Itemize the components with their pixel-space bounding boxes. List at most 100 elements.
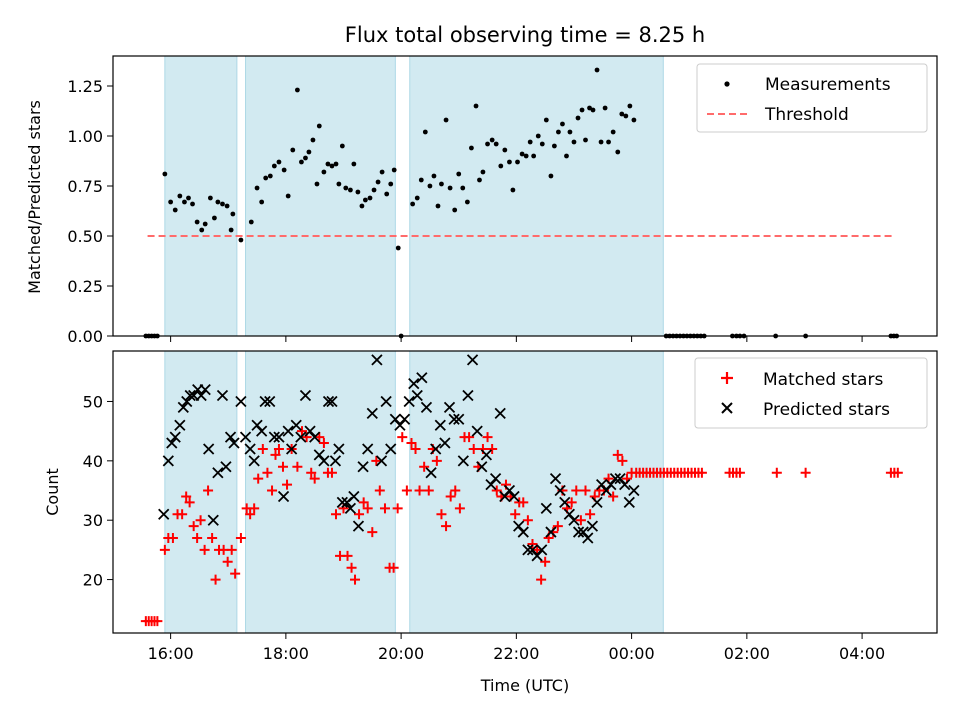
predicted-star-point xyxy=(357,461,369,473)
legend-marker-predicted xyxy=(721,402,733,414)
predicted-star-point xyxy=(348,490,360,503)
matched-star-point xyxy=(188,521,199,532)
measurement-point xyxy=(325,161,331,167)
measurement-point xyxy=(285,193,291,199)
matched-star-point xyxy=(177,509,188,520)
measurement-point xyxy=(228,227,234,233)
bottom-legend-box xyxy=(694,357,928,429)
predicted-star-point xyxy=(526,544,539,556)
measurement-point xyxy=(422,129,428,135)
predicted-star-point xyxy=(329,455,342,467)
predicted-star-point xyxy=(177,401,189,414)
predicted-star-point xyxy=(508,490,520,503)
measurement-point xyxy=(348,187,353,193)
matched-star-point xyxy=(253,473,264,484)
measurement-point xyxy=(583,137,588,143)
measurement-point xyxy=(271,163,277,169)
predicted-star-point xyxy=(480,449,493,461)
measurement-point xyxy=(527,139,533,145)
predicted-star-point xyxy=(591,496,603,509)
measurement-point xyxy=(190,201,195,207)
predicted-star-point xyxy=(318,455,330,467)
measurement-point xyxy=(590,107,596,113)
predicted-star-point xyxy=(513,520,525,532)
predicted-star-point xyxy=(244,443,256,455)
matched-star-point xyxy=(152,616,163,627)
measurement-point xyxy=(556,129,561,135)
measurement-point xyxy=(276,159,282,165)
measurement-point xyxy=(230,211,236,217)
measurement-point xyxy=(539,141,545,147)
predicted-star-point xyxy=(586,520,599,532)
predicted-star-point xyxy=(352,520,365,532)
predicted-star-point xyxy=(385,443,397,455)
predicted-star-point xyxy=(375,455,388,467)
matched-star-point xyxy=(482,432,493,443)
predicted-star-point xyxy=(600,484,612,497)
measurement-point xyxy=(594,67,600,73)
measurement-point xyxy=(220,201,225,207)
legend-label-threshold: Threshold xyxy=(764,105,849,125)
predicted-star-point xyxy=(162,455,174,467)
predicted-star-point xyxy=(295,431,307,443)
predicted-star-point xyxy=(434,419,446,431)
matched-star-point xyxy=(226,544,237,555)
matched-star-point xyxy=(184,497,195,508)
matched-star-point xyxy=(342,550,353,561)
predicted-star-point xyxy=(549,473,562,485)
matched-star-point xyxy=(326,467,337,478)
matched-star-point xyxy=(464,432,475,443)
bottom-observing-windows xyxy=(164,350,664,634)
predicted-star-point xyxy=(408,378,420,390)
top-plot-frame xyxy=(112,55,938,337)
predicted-star-point xyxy=(453,413,465,425)
observing-window-band xyxy=(409,55,664,337)
measurement-point xyxy=(339,143,345,149)
legend-label-matched: Matched stars xyxy=(763,370,883,390)
matched-star-point xyxy=(181,491,192,502)
predicted-star-point xyxy=(540,502,552,514)
bottom-plot-frame xyxy=(112,350,938,634)
predicted-star-point xyxy=(619,478,631,491)
predicted-star-point xyxy=(623,496,635,509)
measurement-point xyxy=(384,191,390,197)
matched-star-point xyxy=(575,515,586,526)
matched-star-point xyxy=(230,568,241,579)
predicted-star-point xyxy=(366,407,378,419)
predicted-star-point xyxy=(207,514,219,526)
predicted-star-point xyxy=(203,443,215,455)
predicted-star-point xyxy=(503,484,516,497)
predicted-star-point xyxy=(380,395,392,408)
predicted-star-point xyxy=(256,425,268,437)
predicted-star-point xyxy=(531,550,543,562)
bottom-panel: 20 30 40 50 16:00 18:00 20:00 22:00 00:00 02:00 0… xyxy=(43,350,938,695)
observing-window-band xyxy=(245,350,396,634)
predicted-star-point xyxy=(184,389,196,402)
matched-star-point xyxy=(199,544,210,555)
predicted-star-point xyxy=(471,425,483,437)
predicted-star-point xyxy=(609,473,622,485)
matched-star-point xyxy=(235,533,246,544)
measurement-point xyxy=(523,153,529,159)
predicted-star-point xyxy=(398,413,411,425)
measurement-point xyxy=(388,181,394,187)
x-tick-label: 02:00 xyxy=(724,644,770,663)
top-legend: Measurements Threshold xyxy=(696,63,928,133)
matched-star-point xyxy=(192,533,203,544)
predicted-star-point xyxy=(235,395,247,408)
predicted-star-point xyxy=(248,455,260,467)
matched-star-point xyxy=(571,485,582,496)
measurement-point xyxy=(551,143,557,149)
predicted-star-point xyxy=(299,389,312,402)
predicted-star-point xyxy=(466,354,479,366)
matched-star-point xyxy=(309,473,320,484)
observing-window-band xyxy=(409,350,664,634)
measurement-point xyxy=(259,199,265,205)
top-y-tick-label: 1.00 xyxy=(67,127,103,146)
measurement-point xyxy=(427,183,433,189)
measurement-point xyxy=(627,103,633,109)
matched-star-point xyxy=(318,438,329,449)
top-y-ticks: 0.00 0.25 0.50 0.75 1.00 1.25 xyxy=(67,77,113,346)
predicted-star-point xyxy=(268,431,280,443)
